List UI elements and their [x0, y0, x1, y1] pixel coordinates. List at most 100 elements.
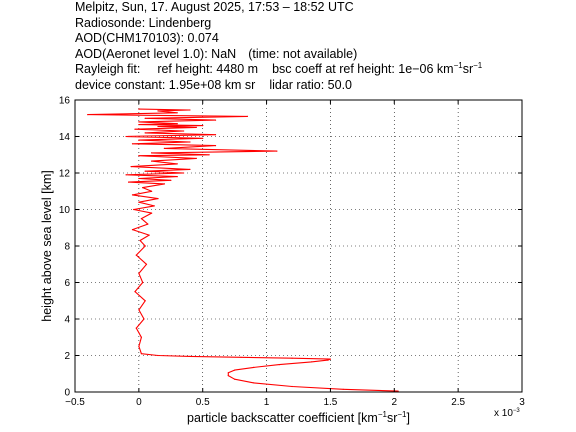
bsc-sr: sr	[462, 62, 474, 76]
data-point	[189, 355, 191, 357]
data-point	[138, 155, 140, 157]
data-point	[151, 212, 153, 214]
data-point	[157, 354, 159, 357]
title-line: Melpitz, Sun, 17. August 2025, 17:53 – 1…	[75, 0, 354, 14]
data-point	[246, 115, 248, 117]
y-tick-label: 12	[59, 169, 71, 180]
data-point	[138, 272, 140, 274]
ref-height: ref height: 4480 m	[157, 62, 259, 76]
data-point	[138, 201, 140, 203]
data-point	[157, 110, 159, 112]
data-point	[131, 229, 134, 231]
data-point	[202, 137, 204, 139]
data-point	[202, 125, 204, 127]
data-point	[144, 170, 146, 172]
x-tick-label: 0	[136, 397, 142, 408]
xlabel-exp-2: −1	[397, 410, 407, 419]
bsc-exp1: −1	[453, 61, 463, 70]
data-point	[138, 309, 140, 311]
data-point	[128, 181, 130, 183]
data-point	[151, 160, 153, 162]
data-point	[140, 353, 142, 355]
aod-aeronet-time: (time: not available)	[248, 46, 358, 61]
data-point	[153, 205, 155, 207]
y-tick-label: 6	[64, 278, 70, 289]
data-point	[253, 366, 255, 368]
x-tick-label: 2.5	[451, 397, 465, 408]
x-tick-label: 1	[264, 397, 270, 408]
data-point	[142, 281, 144, 284]
data-point	[138, 345, 140, 347]
x-axis-label: particle backscatter coefficient [km −1sr…	[187, 410, 410, 425]
x-tick-label: 0.5	[196, 397, 210, 408]
x-tick-label: 1.5	[323, 397, 337, 408]
data-point	[214, 119, 217, 121]
data-point	[291, 357, 293, 359]
data-point	[214, 134, 217, 136]
data-point	[189, 141, 191, 143]
x-multiplier: x 10−3	[494, 408, 520, 419]
grid	[75, 100, 522, 392]
data-point	[327, 359, 329, 361]
y-axis-label: height above sea level [km]	[40, 170, 54, 321]
data-point	[148, 234, 150, 236]
y-tick-label: 10	[59, 205, 71, 216]
x-multiplier-exp: −3	[513, 408, 521, 414]
data-point	[176, 176, 178, 178]
data-point	[240, 356, 242, 358]
data-point	[133, 208, 135, 211]
data-point	[176, 163, 178, 165]
data-point	[227, 372, 229, 374]
data-point	[157, 125, 159, 128]
device-constant: device constant: 1.95e+08 km sr	[75, 77, 256, 92]
data-point	[151, 190, 153, 192]
aod-aeronet-value: AOD(Aeronet level 1.0): NaN	[75, 46, 237, 61]
xlabel-sr: sr	[387, 411, 397, 425]
data-point	[234, 378, 236, 380]
data-point	[87, 114, 89, 116]
y-tick-label: 4	[64, 315, 70, 326]
data-point	[157, 198, 159, 200]
data-point	[253, 382, 255, 384]
y-tick-label: 0	[64, 388, 70, 399]
data-point	[138, 139, 140, 141]
data-point	[134, 128, 136, 130]
x-multiplier-base: x 10	[494, 408, 513, 419]
data-point	[143, 318, 145, 320]
data-point	[135, 254, 137, 256]
data-point	[138, 108, 140, 110]
bsc-coeff: bsc coeff at ref height: 1e−06 km	[272, 62, 454, 76]
aod-chm-line: AOD(CHM170103): 0.074	[75, 31, 219, 45]
plot-area	[87, 108, 399, 392]
data-point	[278, 364, 280, 366]
device-line: device constant: 1.95e+08 km sr lidar rat…	[75, 78, 570, 94]
data-point	[310, 361, 312, 363]
axis-ticks	[74, 99, 523, 393]
data-point	[329, 358, 331, 360]
data-point	[214, 145, 217, 147]
lidar-ratio: lidar ratio: 50.0	[269, 77, 352, 92]
data-point	[135, 327, 137, 329]
data-point	[276, 150, 278, 152]
x-tick-label: 3	[519, 397, 525, 408]
data-point	[189, 109, 191, 111]
data-point	[342, 388, 344, 390]
data-point	[144, 117, 146, 119]
data-point	[144, 132, 146, 134]
rayleigh-line: Rayleigh fit: ref height: 4480 m bsc coeff…	[75, 62, 570, 78]
data-point	[140, 218, 142, 220]
data-point	[142, 187, 144, 189]
rayleigh-label: Rayleigh fit:	[75, 62, 141, 76]
xlabel-part-1: particle backscatter coefficient [km	[187, 411, 378, 425]
data-point	[195, 157, 197, 159]
x-tick-label: 2	[392, 397, 398, 408]
data-point	[195, 126, 197, 128]
data-point	[147, 223, 149, 225]
data-point	[397, 390, 399, 392]
data-point	[208, 154, 210, 156]
data-point	[130, 166, 132, 168]
series-line-0	[87, 108, 399, 392]
data-point	[131, 194, 134, 196]
